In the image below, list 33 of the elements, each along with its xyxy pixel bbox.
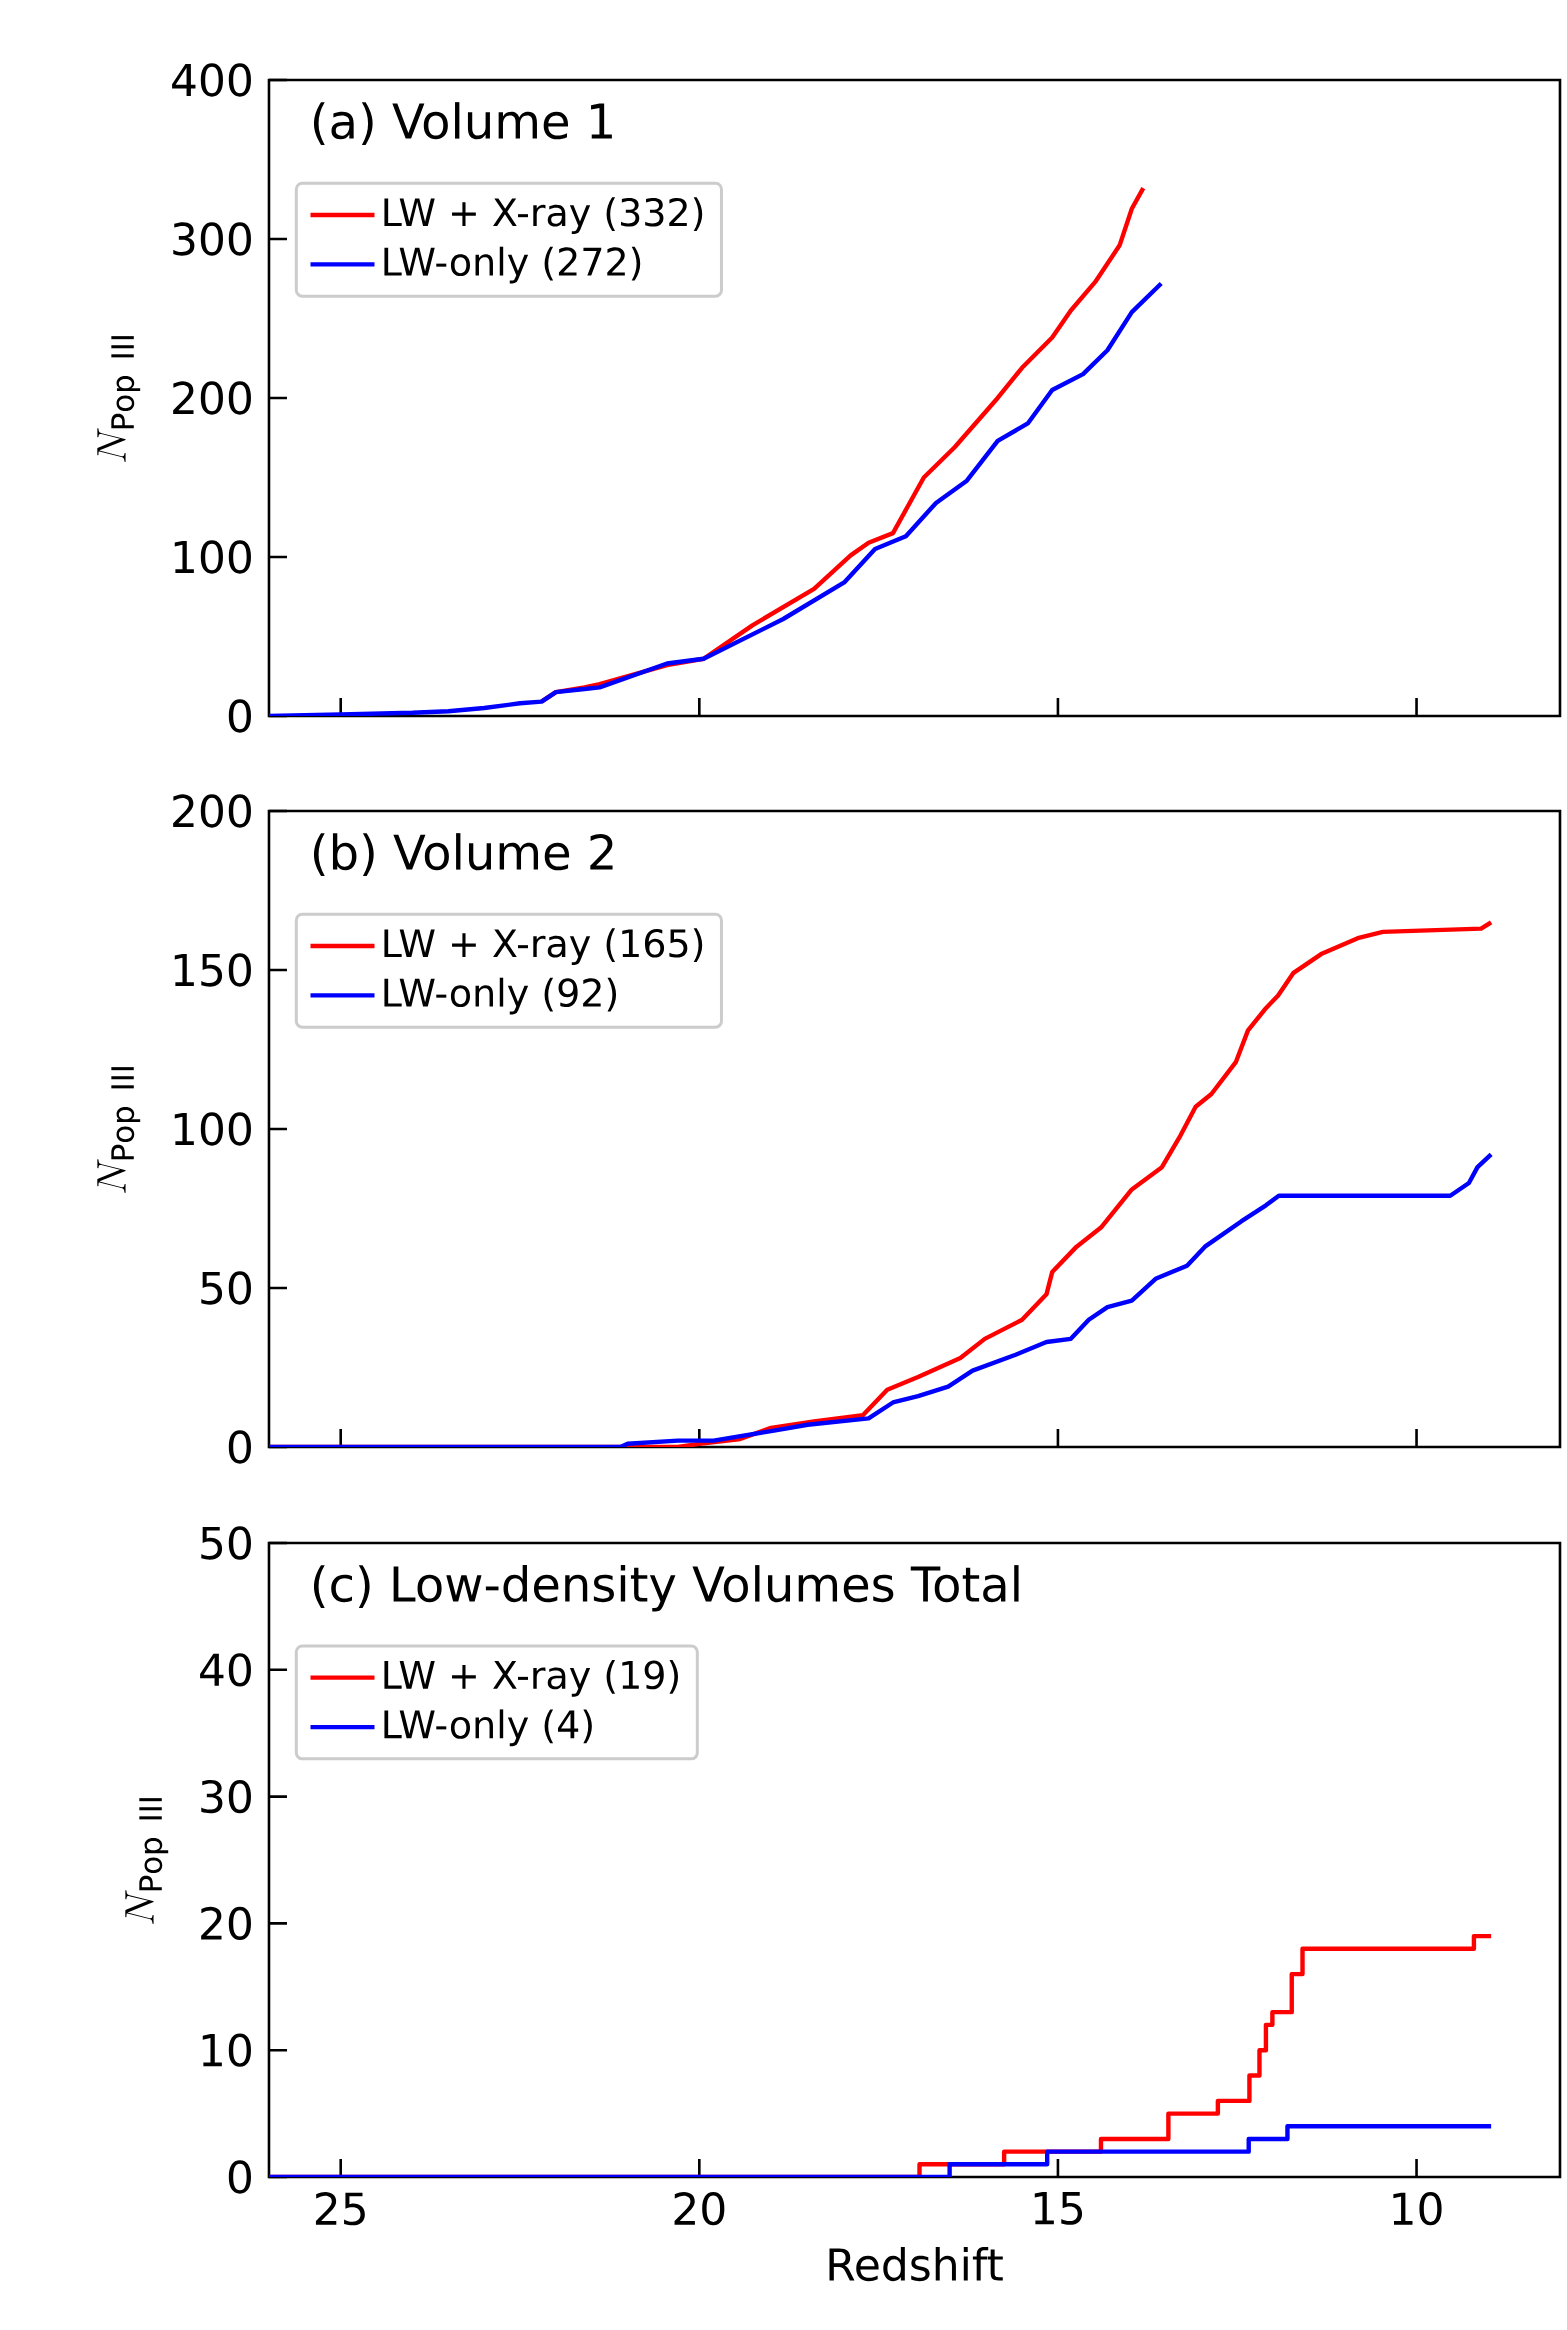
chart-title: (b) Volume 2 [313,833,613,876]
y-tick-label: 50 [201,1271,251,1305]
y-tick-label: 20 [201,1906,251,1941]
y-axis-title: $N_{\mathrm{Pop\ III}}$ [125,1798,169,1924]
y-tick-label: 0 [228,1430,251,1464]
x-tick-label: 20 [674,2192,725,2226]
y-tick-label: 0 [228,2160,251,2194]
legend-label: LW + X-ray (19) [384,1659,679,1697]
y-tick-label: 10 [202,2033,251,2067]
y-tick-label: 200 [173,794,251,828]
legend-label: LW-only (92) [384,977,617,1015]
legend-label: LW + X-ray (332) [384,197,703,234]
x-tick-label: 15 [1034,2192,1083,2225]
x-tick-label: 25 [315,2192,365,2226]
legend-label: LW-only (4) [384,1709,592,1747]
chart-title: (a) Volume 1 [313,102,612,145]
legend-label: LW + X-ray (165) [384,928,703,965]
y-tick-label: 200 [173,381,251,415]
legend-label: LW-only (272) [384,246,641,284]
y-tick-label: 40 [200,1653,251,1687]
y-tick-label: 300 [173,222,251,256]
y-tick-label: 30 [201,1779,251,1814]
y-axis-title: $N_{\mathrm{Pop\ III}}$ [97,1067,141,1193]
y-tick-label: 100 [174,540,251,574]
y-tick-label: 150 [174,953,251,987]
chart-title: (c) Low-density Volumes Total [313,1565,1019,1612]
y-tick-label: 0 [228,699,251,733]
x-axis-title: Redshift [829,2247,1003,2282]
y-tick-label: 50 [201,1526,251,1560]
y-axis-title: $N_{\mathrm{Pop\ III}}$ [97,336,141,462]
y-tick-label: 400 [172,63,251,97]
y-tick-label: 100 [174,1112,251,1146]
x-tick-label: 10 [1393,2192,1442,2226]
